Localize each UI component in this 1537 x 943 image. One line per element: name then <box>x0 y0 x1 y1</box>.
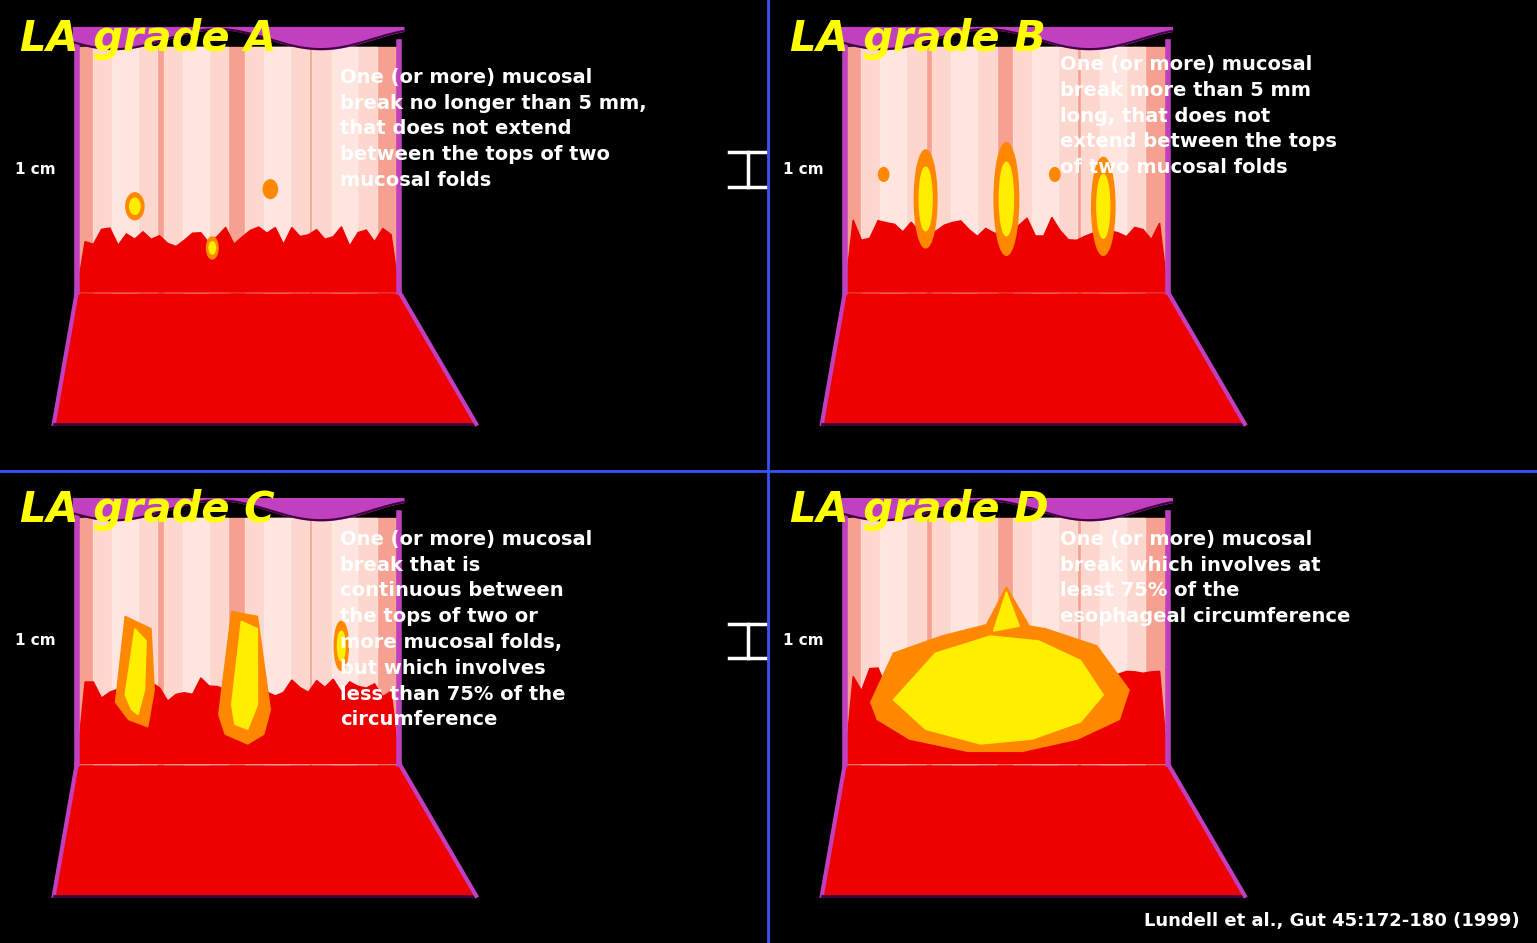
Polygon shape <box>931 519 996 764</box>
Text: Lundell et al., Gut 45:172-180 (1999): Lundell et al., Gut 45:172-180 (1999) <box>1145 912 1520 930</box>
Polygon shape <box>264 47 289 292</box>
Polygon shape <box>77 226 400 292</box>
Polygon shape <box>1013 47 1077 292</box>
Polygon shape <box>332 519 358 764</box>
Polygon shape <box>861 47 925 292</box>
Text: LA grade A: LA grade A <box>20 18 277 60</box>
Polygon shape <box>871 621 1130 752</box>
Text: One (or more) mucosal
break that is
continuous between
the tops of two or
more m: One (or more) mucosal break that is cont… <box>340 530 592 729</box>
Text: One (or more) mucosal
break more than 5 mm
long, that does not
extend between th: One (or more) mucosal break more than 5 … <box>1061 55 1337 177</box>
Polygon shape <box>1100 47 1127 292</box>
Polygon shape <box>951 47 978 292</box>
Text: 1 cm: 1 cm <box>15 162 55 177</box>
Polygon shape <box>822 764 1245 896</box>
Polygon shape <box>1033 519 1057 764</box>
Polygon shape <box>264 519 289 764</box>
Polygon shape <box>1100 519 1127 764</box>
Polygon shape <box>77 519 400 764</box>
Ellipse shape <box>129 198 140 214</box>
Polygon shape <box>244 47 309 292</box>
Polygon shape <box>54 292 476 424</box>
Ellipse shape <box>209 241 215 254</box>
Polygon shape <box>312 519 377 764</box>
Polygon shape <box>981 587 1033 636</box>
Text: One (or more) mucosal
break no longer than 5 mm,
that does not extend
between th: One (or more) mucosal break no longer th… <box>340 68 647 190</box>
Polygon shape <box>92 519 157 764</box>
Text: 1 cm: 1 cm <box>15 634 55 649</box>
Ellipse shape <box>999 162 1013 236</box>
Polygon shape <box>312 47 377 292</box>
Polygon shape <box>164 47 229 292</box>
Text: 1 cm: 1 cm <box>782 634 824 649</box>
Ellipse shape <box>879 168 888 181</box>
Text: One (or more) mucosal
break which involves at
least 75% of the
esophageal circum: One (or more) mucosal break which involv… <box>1061 530 1351 626</box>
Polygon shape <box>893 636 1104 744</box>
Polygon shape <box>845 47 1168 292</box>
Polygon shape <box>244 519 309 764</box>
Polygon shape <box>115 617 154 727</box>
Ellipse shape <box>334 621 349 670</box>
Ellipse shape <box>994 142 1019 256</box>
Text: 1 cm: 1 cm <box>782 162 824 177</box>
Ellipse shape <box>919 167 931 231</box>
Polygon shape <box>77 47 400 292</box>
Polygon shape <box>1033 47 1057 292</box>
Polygon shape <box>232 621 257 729</box>
Polygon shape <box>112 519 138 764</box>
Polygon shape <box>1081 519 1145 764</box>
Polygon shape <box>931 47 996 292</box>
Polygon shape <box>881 47 907 292</box>
Polygon shape <box>218 611 271 744</box>
Polygon shape <box>183 519 209 764</box>
Polygon shape <box>951 519 978 764</box>
Polygon shape <box>332 47 358 292</box>
Polygon shape <box>112 47 138 292</box>
Ellipse shape <box>1097 174 1110 239</box>
Polygon shape <box>822 292 1245 424</box>
Polygon shape <box>183 47 209 292</box>
Text: LA grade C: LA grade C <box>20 489 275 531</box>
Ellipse shape <box>206 237 218 259</box>
Ellipse shape <box>263 180 278 198</box>
Polygon shape <box>881 519 907 764</box>
Polygon shape <box>845 519 1168 764</box>
Polygon shape <box>92 47 157 292</box>
Polygon shape <box>1013 519 1077 764</box>
Polygon shape <box>164 519 229 764</box>
Ellipse shape <box>1091 157 1114 256</box>
Ellipse shape <box>126 192 144 220</box>
Polygon shape <box>845 668 1168 764</box>
Text: LA grade B: LA grade B <box>790 18 1045 60</box>
Polygon shape <box>993 592 1019 631</box>
Ellipse shape <box>338 631 346 660</box>
Polygon shape <box>845 217 1168 292</box>
Polygon shape <box>124 629 146 715</box>
Ellipse shape <box>915 150 938 248</box>
Ellipse shape <box>1050 168 1061 181</box>
Polygon shape <box>77 678 400 764</box>
Text: LA grade D: LA grade D <box>790 489 1048 531</box>
Polygon shape <box>54 764 476 896</box>
Polygon shape <box>1081 47 1145 292</box>
Polygon shape <box>861 519 925 764</box>
